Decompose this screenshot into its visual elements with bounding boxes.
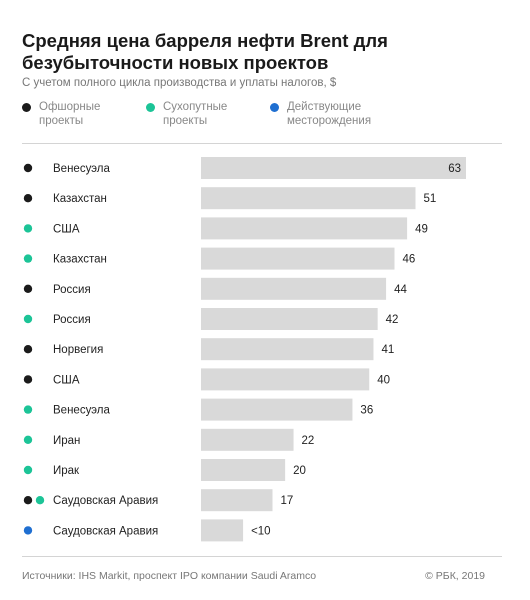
chart-title: Средняя цена барреля нефти Brent для без…	[22, 30, 388, 73]
dot-offshore-11	[23, 496, 33, 505]
bar-6	[201, 338, 374, 361]
dot-offshore-7	[23, 375, 33, 384]
top-divider	[22, 143, 502, 144]
dot-onshore-10	[23, 465, 33, 475]
value-label-6: 41	[381, 344, 394, 356]
dot-onshore-8	[23, 405, 33, 414]
value-label-1: 51	[424, 193, 437, 205]
country-label-1: Казахстан	[53, 193, 107, 205]
country-label-2: США	[53, 223, 80, 235]
value-label-2: 49	[415, 223, 428, 235]
bar-5	[201, 308, 378, 330]
dot-onshore-11	[35, 496, 45, 505]
dot-offshore-6	[23, 345, 33, 354]
dot-offshore-1	[23, 194, 33, 203]
country-label-0: Венесуэла	[53, 163, 111, 175]
value-label-3: 46	[402, 254, 415, 266]
country-label-11: Саудовская Аравия	[53, 495, 158, 507]
bar-11	[201, 489, 273, 512]
country-label-7: США	[53, 374, 80, 386]
country-label-3: Казахстан	[53, 254, 107, 266]
footer-source: Источники: IHS Markit, проспект IPO комп…	[22, 570, 317, 582]
footer-copyright: © РБК, 2019	[425, 570, 485, 582]
bar-1	[201, 187, 416, 210]
country-label-10: Ирак	[53, 465, 80, 477]
country-label-8: Венесуэла	[53, 405, 111, 417]
country-label-4: Россия	[53, 284, 91, 296]
bar-0	[201, 157, 466, 179]
value-label-5: 42	[386, 314, 399, 326]
bar-9	[201, 428, 294, 451]
dot-onshore-5	[23, 314, 33, 324]
legend-label-onshore: Сухопутные проекты	[163, 101, 228, 127]
legend-dot-onshore	[146, 103, 155, 112]
legend-dot-existing	[270, 103, 279, 112]
bar-7	[201, 368, 370, 391]
value-label-9: 22	[302, 435, 315, 447]
country-label-5: Россия	[53, 314, 91, 326]
dot-onshore-9	[23, 435, 33, 444]
value-label-11: 17	[281, 495, 294, 507]
dot-existing-12	[23, 526, 33, 535]
bar-chart: Венесуэла 63 Казахстан 51 США 49 Казахстан 46 Ро…	[23, 157, 466, 542]
legend-dot-offshore	[22, 103, 31, 112]
value-label-8: 36	[360, 405, 373, 417]
dot-offshore-4	[23, 284, 33, 293]
dot-onshore-2	[23, 224, 33, 233]
value-label-4: 44	[394, 284, 407, 296]
legend-item-offshore: Офшорные проекты	[22, 100, 119, 128]
legend: Офшорные проекты Сухопутные проекты Дейс…	[22, 100, 502, 134]
legend-label-offshore: Офшорные проекты	[39, 101, 101, 127]
country-label-6: Норвегия	[53, 344, 103, 356]
chart-subtitle: С учетом полного цикла производства и уп…	[22, 77, 337, 89]
bar-4	[201, 277, 387, 300]
dot-offshore-0	[23, 163, 33, 173]
bar-10	[201, 459, 286, 481]
country-label-9: Иран	[53, 435, 80, 447]
dot-onshore-3	[23, 254, 33, 263]
bar-3	[201, 247, 395, 270]
country-label-12: Саудовская Аравия	[53, 525, 158, 537]
bar-12	[201, 519, 244, 542]
value-label-12: <10	[251, 525, 271, 537]
legend-item-existing: Действующие месторождения	[270, 100, 407, 128]
bottom-divider	[22, 556, 502, 557]
bar-2	[201, 217, 408, 240]
value-label-10: 20	[293, 465, 306, 477]
legend-label-existing: Действующие месторождения	[287, 101, 372, 127]
value-label-7: 40	[377, 374, 390, 386]
value-label-0: 63	[448, 163, 461, 175]
legend-item-onshore: Сухопутные проекты	[146, 100, 253, 128]
bar-8	[201, 398, 353, 421]
